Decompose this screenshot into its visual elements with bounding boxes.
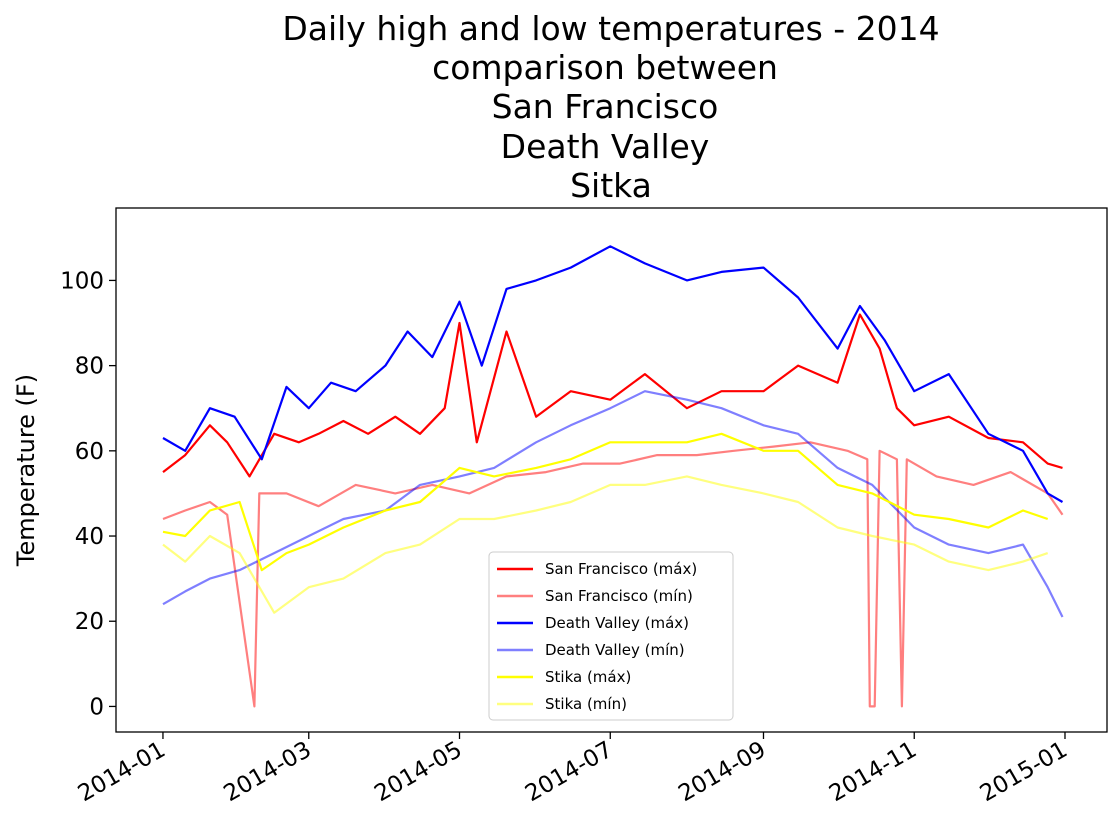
y-tick-label-3: 60 [75, 439, 104, 465]
y-tick-label-0: 0 [89, 694, 104, 720]
chart-title: Daily high and low temperatures - 2014 c… [282, 9, 939, 205]
series-layer [162, 245, 1064, 708]
y-tick-label-4: 80 [75, 354, 104, 380]
title-line-1: Daily high and low temperatures - 2014 [282, 9, 939, 48]
series-line-3 [162, 390, 1064, 618]
y-tick-label-1: 20 [75, 609, 104, 635]
y-tick-label-2: 40 [75, 524, 104, 550]
y-tick-label-5: 100 [60, 268, 104, 294]
legend-label-0: San Francisco (máx) [545, 560, 697, 578]
series-line-4 [162, 432, 1049, 572]
legend-label-3: Death Valley (mín) [545, 641, 685, 659]
legend-label-1: San Francisco (mín) [545, 587, 693, 605]
legend-label-4: Stika (máx) [545, 668, 631, 686]
title-line-4: Death Valley [501, 127, 710, 166]
title-line-3: San Francisco [492, 87, 719, 126]
series-line-2 [162, 245, 1064, 503]
series-line-5 [162, 475, 1049, 614]
legend-label-5: Stika (mín) [545, 695, 627, 713]
y-axis-label: Temperature (F) [12, 374, 40, 567]
title-line-5: Sitka [570, 166, 652, 205]
series-line-0 [162, 313, 1063, 478]
legend-frame [488, 551, 734, 721]
plot-frame [115, 207, 1108, 733]
legend-label-2: Death Valley (máx) [545, 614, 689, 632]
series-line-1 [162, 441, 1064, 708]
legend: San Francisco (máx) San Francisco (mín) De… [488, 551, 734, 721]
title-line-2: comparison between [432, 48, 778, 87]
y-axis: 0 20 40 60 80 100 [60, 268, 116, 720]
